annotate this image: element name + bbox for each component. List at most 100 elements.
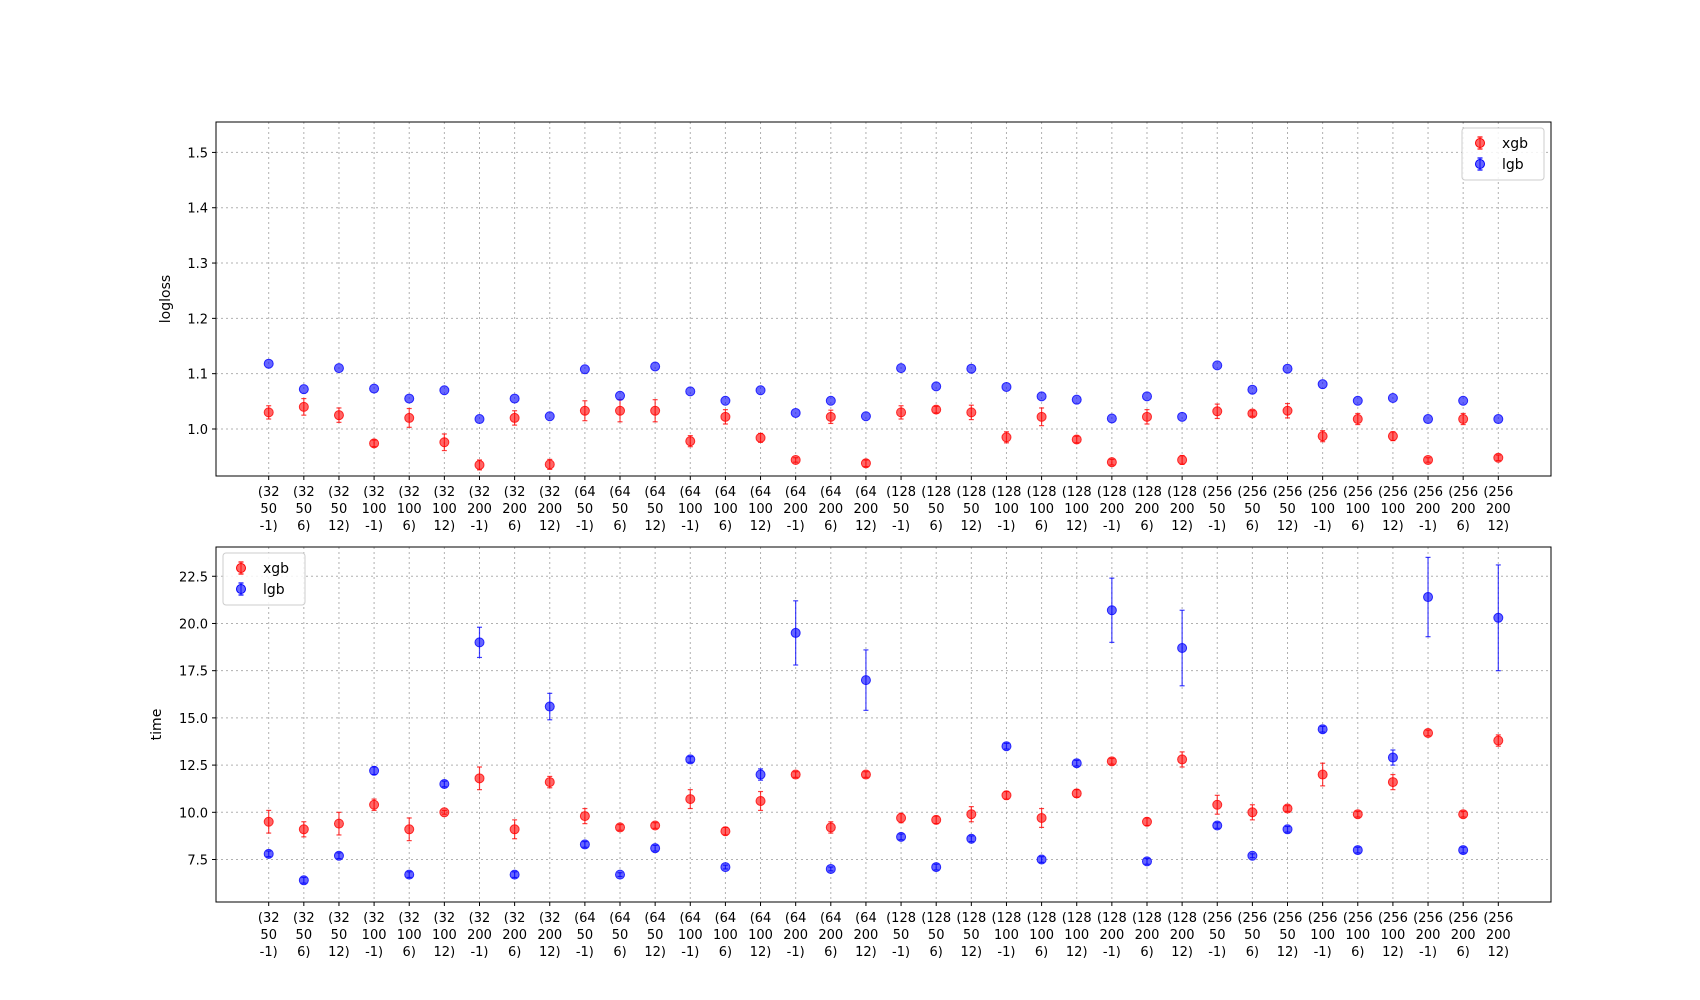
x-tick-label-line: 100 xyxy=(678,928,703,943)
x-tick-label-line: (64 xyxy=(855,911,877,926)
x-tick-label-line: 12) xyxy=(750,945,772,960)
x-tick-label: (32 100 6) xyxy=(397,911,422,960)
x-tick-label-line: 6) xyxy=(1456,519,1469,534)
xgb-point xyxy=(1177,454,1188,465)
lgb-point xyxy=(1141,391,1152,402)
xgb-point xyxy=(755,795,766,806)
legend-label-xgb: xgb xyxy=(263,561,289,577)
x-tick-label-line: 12) xyxy=(1066,519,1088,534)
x-tick-label: (32 100 -1) xyxy=(362,485,387,534)
x-tick-label-line: -1) xyxy=(470,519,488,534)
x-tick-label-line: 200 xyxy=(1416,928,1441,943)
x-tick-label-line: (32 xyxy=(539,485,561,500)
lgb-point xyxy=(1352,395,1363,406)
legend-label-lgb: lgb xyxy=(263,582,285,598)
xgb-point xyxy=(404,412,415,423)
xgb-point xyxy=(790,454,801,465)
x-tick-label-line: 6) xyxy=(719,945,732,960)
x-tick-label: (256 50 6) xyxy=(1237,485,1267,534)
xgb-point xyxy=(1282,405,1293,416)
x-tick-label-line: 12) xyxy=(855,519,877,534)
x-tick-label-line: 200 xyxy=(1135,502,1160,517)
x-tick-label-line: 6) xyxy=(1035,519,1048,534)
xgb-point xyxy=(1071,434,1082,445)
lgb-point xyxy=(1493,414,1504,425)
lgb-point xyxy=(1001,381,1012,392)
xgb-point xyxy=(685,436,696,447)
x-tick-label-line: 6) xyxy=(613,519,626,534)
x-tick-label-line: 12) xyxy=(644,519,666,534)
x-tick-label-line: 100 xyxy=(1310,502,1335,517)
x-tick-label: (64 50 12) xyxy=(644,485,666,534)
x-tick-label-line: (64 xyxy=(574,485,596,500)
x-tick-label: (256 100 6) xyxy=(1343,911,1373,960)
lgb-point xyxy=(1423,414,1434,425)
xgb-point xyxy=(474,773,485,784)
x-tick-label-line: (32 xyxy=(539,911,561,926)
x-tick-label: (32 100 6) xyxy=(397,485,422,534)
lgb-point xyxy=(790,627,801,638)
x-tick-label: (256 100 12) xyxy=(1378,485,1408,534)
x-tick-label-line: 6) xyxy=(297,519,310,534)
x-tick-label-line: (64 xyxy=(820,911,842,926)
x-tick-label-line: 50 xyxy=(260,928,277,943)
x-tick-label: (32 200 12) xyxy=(537,485,562,534)
y-tick-label: 7.5 xyxy=(187,854,208,869)
y-tick-label: 12.5 xyxy=(179,759,208,774)
lgb-point xyxy=(1141,856,1152,867)
x-tick-label-line: (64 xyxy=(679,485,701,500)
xgb-point xyxy=(931,404,942,415)
lgb-point xyxy=(860,675,871,686)
x-tick-label-line: (32 xyxy=(363,911,385,926)
lgb-point xyxy=(615,390,626,401)
xgb-point xyxy=(1106,457,1117,468)
xgb-point xyxy=(404,824,415,835)
x-tick-label-line: (128 xyxy=(992,911,1022,926)
x-tick-label-line: 50 xyxy=(1279,502,1296,517)
x-tick-label: (256 50 -1) xyxy=(1202,485,1232,534)
xgb-point xyxy=(1493,735,1504,746)
x-tick-label-line: 50 xyxy=(647,502,664,517)
lgb-point xyxy=(966,363,977,374)
lgb-point xyxy=(685,754,696,765)
lgb-point xyxy=(1247,850,1258,861)
x-tick-label-line: (64 xyxy=(574,911,596,926)
xgb-point xyxy=(1141,411,1152,422)
x-tick-label: (64 200 -1) xyxy=(783,911,808,960)
xgb-point xyxy=(1106,756,1117,767)
x-tick-label-line: 12) xyxy=(434,519,456,534)
x-tick-label-line: 50 xyxy=(1244,928,1261,943)
xgb-point xyxy=(263,816,274,827)
x-tick-label-line: (32 xyxy=(258,911,280,926)
x-tick-label: (32 200 12) xyxy=(537,911,562,960)
y-tick-label: 1.1 xyxy=(187,368,208,383)
x-tick-label: (128 100 6) xyxy=(1027,911,1057,960)
x-tick-label-line: (32 xyxy=(434,911,456,926)
y-axis-label: time xyxy=(149,709,165,741)
lgb-point xyxy=(1036,391,1047,402)
x-tick-label-line: (128 xyxy=(886,911,916,926)
x-tick-label-line: 50 xyxy=(331,502,348,517)
x-tick-label-line: 6) xyxy=(719,519,732,534)
x-tick-label: (128 200 -1) xyxy=(1097,485,1127,534)
x-tick-label-line: -1) xyxy=(1103,945,1121,960)
lgb-point xyxy=(439,778,450,789)
x-tick-label: (32 50 12) xyxy=(328,911,350,960)
x-tick-label: (256 200 -1) xyxy=(1413,485,1443,534)
legend: xgb lgb xyxy=(1461,127,1545,181)
x-tick-label-line: 50 xyxy=(1209,502,1226,517)
xgb-point xyxy=(474,459,485,470)
x-tick-label-line: 6) xyxy=(1140,519,1153,534)
x-tick-label-line: 12) xyxy=(1382,519,1404,534)
lgb-point xyxy=(333,363,344,374)
x-tick-label: (32 50 12) xyxy=(328,485,350,534)
xgb-point xyxy=(1387,431,1398,442)
lgb-point xyxy=(931,381,942,392)
x-tick-label: (64 100 6) xyxy=(713,485,738,534)
x-tick-label-line: 100 xyxy=(432,928,457,943)
xgb-point xyxy=(896,812,907,823)
lgb-point xyxy=(1212,820,1223,831)
x-tick-label-line: (128 xyxy=(1027,485,1057,500)
x-tick-label-line: 50 xyxy=(1209,928,1226,943)
xgb-point xyxy=(1247,408,1258,419)
